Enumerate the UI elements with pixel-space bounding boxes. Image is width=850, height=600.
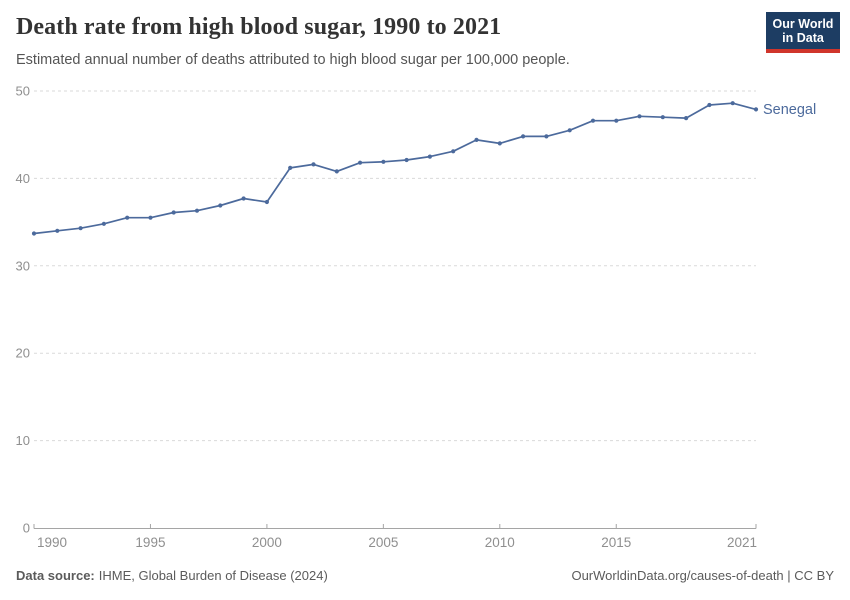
data-point-2014[interactable] <box>590 118 596 123</box>
logo-text-line2: in Data <box>782 31 824 45</box>
data-point-2000[interactable] <box>264 199 269 205</box>
x-axis-tick-label: 2015 <box>601 535 631 550</box>
x-axis-tick-label: 2021 <box>727 535 757 550</box>
data-point-2006[interactable] <box>404 157 409 163</box>
x-axis-tick-label: 2005 <box>368 535 398 550</box>
data-point-2017[interactable] <box>660 115 665 120</box>
data-source: Data source: IHME, Global Burden of Disea… <box>16 568 328 583</box>
data-point-2011[interactable] <box>521 134 526 139</box>
x-axis-tick-label: 1990 <box>37 535 67 550</box>
y-axis-tick-label: 30 <box>16 258 30 273</box>
data-point-2002[interactable] <box>311 162 316 167</box>
data-point-2020[interactable] <box>730 101 735 106</box>
y-axis-tick-label: 0 <box>23 521 30 536</box>
data-point-2012[interactable] <box>544 134 549 139</box>
data-point-2008[interactable] <box>451 149 456 154</box>
y-axis-tick-label: 40 <box>16 171 30 186</box>
series-label-senegal[interactable]: Senegal <box>763 102 816 118</box>
data-point-2004[interactable] <box>358 160 363 165</box>
data-point-1993[interactable] <box>101 221 106 226</box>
data-point-1990[interactable] <box>31 231 37 236</box>
logo-text-line1: Our World <box>772 17 834 31</box>
data-point-2013[interactable] <box>567 128 572 133</box>
data-point-2007[interactable] <box>427 154 432 159</box>
data-point-2003[interactable] <box>334 169 339 174</box>
data-point-1996[interactable] <box>171 210 176 215</box>
data-source-value: IHME, Global Burden of Disease (2024) <box>98 568 328 583</box>
data-point-2018[interactable] <box>684 116 689 121</box>
data-point-2001[interactable] <box>288 165 293 170</box>
data-point-1997[interactable] <box>194 208 200 213</box>
y-axis-tick-label: 50 <box>16 84 30 99</box>
chart-header: Death rate from high blood sugar, 1990 t… <box>16 14 750 69</box>
series-line-senegal[interactable] <box>33 102 757 235</box>
data-point-2005[interactable] <box>381 159 386 164</box>
data-point-1994[interactable] <box>125 215 130 220</box>
data-point-2015[interactable] <box>614 118 619 123</box>
data-point-2016[interactable] <box>637 114 642 119</box>
data-point-1995[interactable] <box>148 215 153 220</box>
data-point-2021[interactable] <box>753 107 759 112</box>
data-point-1992[interactable] <box>78 226 83 231</box>
data-source-label: Data source: <box>16 568 95 583</box>
data-point-2019[interactable] <box>707 102 712 108</box>
data-point-2009[interactable] <box>474 137 479 142</box>
chart-subtitle: Estimated annual number of deaths attrib… <box>16 51 570 68</box>
x-axis-tick-label: 2010 <box>485 535 515 550</box>
data-point-1998[interactable] <box>218 203 223 208</box>
y-axis-tick-label: 20 <box>16 346 30 361</box>
footer-credit-link[interactable]: OurWorldinData.org/causes-of-death | CC … <box>571 568 834 583</box>
data-point-1999[interactable] <box>241 196 246 201</box>
owid-logo[interactable]: Our World in Data <box>766 12 840 53</box>
data-point-1991[interactable] <box>55 228 60 233</box>
x-axis-tick-label: 1995 <box>135 535 165 550</box>
data-point-2010[interactable] <box>497 141 502 146</box>
chart-title: Death rate from high blood sugar, 1990 t… <box>16 14 502 40</box>
x-axis-tick-label: 2000 <box>252 535 282 550</box>
y-axis-tick-label: 10 <box>16 433 30 448</box>
chart-footer: Data source: IHME, Global Burden of Disea… <box>16 568 834 583</box>
